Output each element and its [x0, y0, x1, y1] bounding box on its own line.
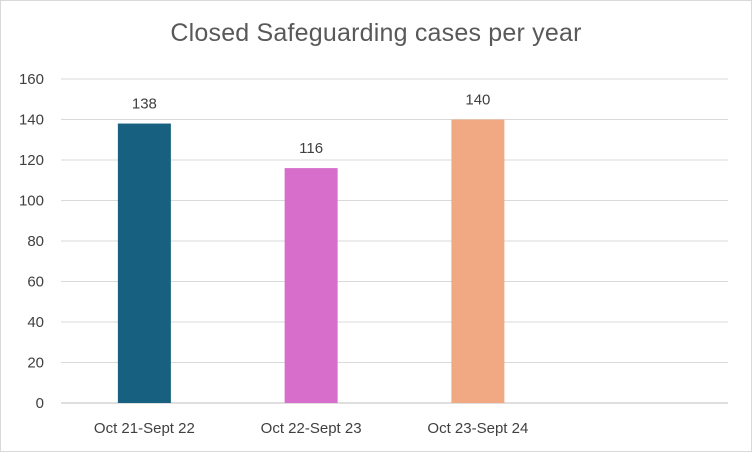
x-axis-category-labels: Oct 21-Sept 22 Oct 22-Sept 23 Oct 23-Sept … — [94, 420, 528, 437]
y-axis-tick-labels: 0 20 40 60 80 100 120 140 160 — [19, 71, 44, 412]
data-label: 138 — [132, 96, 157, 113]
bar — [117, 123, 171, 404]
y-tick-label: 160 — [19, 71, 44, 88]
data-labels: 138 116 140 — [132, 92, 491, 158]
data-label: 140 — [465, 92, 490, 109]
y-tick-label: 20 — [27, 355, 44, 372]
bar — [284, 168, 338, 403]
y-tick-label: 0 — [36, 395, 44, 412]
x-category-label: Oct 23-Sept 24 — [427, 420, 528, 437]
y-tick-label: 140 — [19, 112, 44, 129]
x-category-label: Oct 21-Sept 22 — [94, 420, 195, 437]
y-tick-label: 100 — [19, 193, 44, 210]
y-tick-label: 60 — [27, 274, 44, 291]
x-category-label: Oct 22-Sept 23 — [261, 420, 362, 437]
chart-title: Closed Safeguarding cases per year — [170, 19, 582, 47]
gridlines — [61, 78, 728, 404]
y-tick-label: 120 — [19, 152, 44, 169]
y-tick-label: 80 — [27, 233, 44, 250]
y-tick-label: 40 — [27, 314, 44, 331]
bars — [117, 119, 505, 404]
data-label: 116 — [299, 140, 323, 157]
bar — [451, 119, 505, 403]
